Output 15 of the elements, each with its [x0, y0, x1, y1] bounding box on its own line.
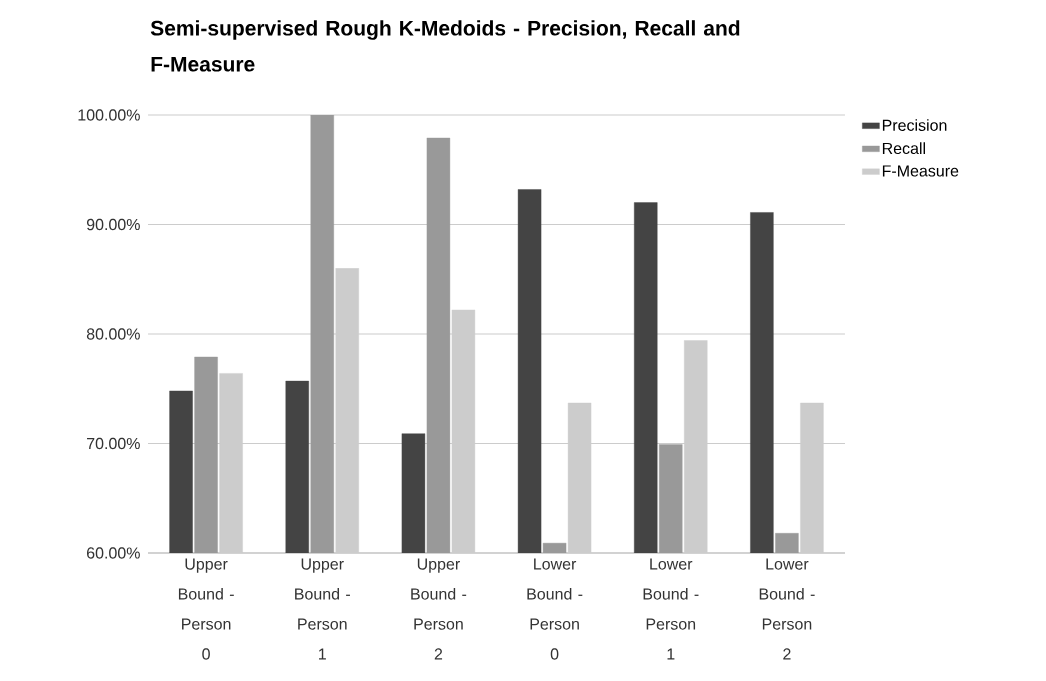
x-tick-label: Lower Bound - Person 0	[527, 558, 583, 660]
y-tick-label: 60.00%	[87, 547, 140, 559]
x-tick-label: Lower Bound - Person 1	[643, 558, 699, 660]
y-tick-label: 80.00%	[86, 328, 140, 340]
legend-label: Precision	[882, 119, 947, 131]
x-tick-label: Lower Bound - Person 2	[759, 558, 815, 660]
y-tick-label: 90.00%	[86, 218, 140, 231]
y-tick-label: 100.00%	[78, 109, 140, 121]
chart-title: Semi-supervised Rough K-Medoids - Precision, Recall and F-Measure	[150, 20, 740, 72]
x-tick-label: Upper Bound - Person 1	[295, 558, 350, 660]
y-tick-label: 70.00%	[87, 437, 140, 450]
legend-label: Recall	[882, 142, 925, 155]
x-tick-label: Upper Bound - Person 0	[178, 558, 234, 660]
x-tick-label: Upper Bound - Person 2	[411, 558, 467, 660]
legend-label: F-Measure	[882, 165, 959, 177]
